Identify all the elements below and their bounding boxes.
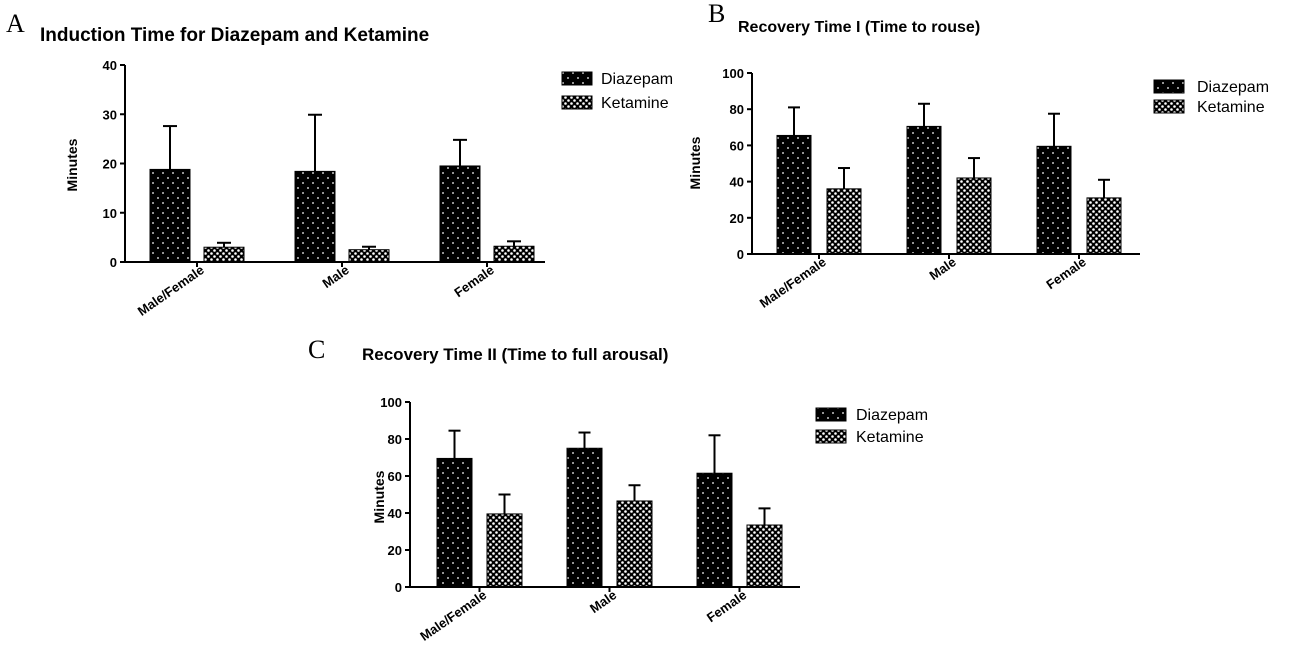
y-tick-label: 0 <box>110 255 117 270</box>
y-tick-label: 40 <box>730 175 744 190</box>
legend-swatch-ketamine <box>561 95 593 110</box>
legend-label-diazepam: Diazepam <box>856 407 928 424</box>
legend-swatch-ketamine <box>1153 99 1185 114</box>
category-label: Male <box>319 262 351 291</box>
panel-letter-a: A <box>6 9 25 38</box>
legend-label-ketamine: Ketamine <box>601 95 669 112</box>
bar-ketamine <box>956 177 992 255</box>
panel-letter-c: C <box>308 335 325 364</box>
y-tick-label: 100 <box>722 66 744 81</box>
legend-label-diazepam: Diazepam <box>1197 79 1269 96</box>
bar-diazepam <box>566 447 603 588</box>
y-axis-label: Minutes <box>687 136 703 189</box>
legend-swatch-diazepam <box>1153 79 1185 94</box>
y-tick-label: 60 <box>730 138 744 153</box>
y-tick-label: 30 <box>103 107 117 122</box>
plot-area: Male/Female Male Female 0 20 40 60 80 100 <box>722 66 1140 311</box>
category-label: Female <box>704 587 749 625</box>
bar-diazepam <box>439 165 481 263</box>
bar-diazepam <box>696 472 733 588</box>
legend: Diazepam Ketamine <box>1153 79 1269 116</box>
chart-title: Induction Time for Diazepam and Ketamine <box>40 25 429 46</box>
panel-letter-b: B <box>708 0 725 28</box>
y-axis-label: Minutes <box>64 138 80 191</box>
y-tick-label: 40 <box>103 58 117 73</box>
category-label: Male/Female <box>135 262 207 319</box>
category-label: Male/Female <box>417 587 489 644</box>
bar-diazepam <box>1036 145 1072 255</box>
bar-diazepam <box>906 125 942 255</box>
chart-title: Recovery Time II (Time to full arousal) <box>362 345 668 364</box>
legend-swatch-diazepam <box>561 71 593 86</box>
y-tick-label: 80 <box>730 102 744 117</box>
bar-ketamine <box>203 246 245 263</box>
y-tick-label: 0 <box>395 580 402 595</box>
category-label: Female <box>1043 254 1088 292</box>
panel-b: B Recovery Time I (Time to rouse) Minute… <box>687 0 1269 311</box>
legend-label-diazepam: Diazepam <box>601 71 673 88</box>
plot-area: Male/Female Male Female 0 10 20 30 40 <box>103 58 545 319</box>
y-axis-label: Minutes <box>371 470 387 523</box>
category-label: Male <box>587 587 619 616</box>
y-tick-label: 0 <box>737 247 744 262</box>
bar-diazepam <box>776 134 812 255</box>
bar-ketamine <box>746 524 783 588</box>
bar-ketamine <box>1086 197 1122 255</box>
category-label: Male <box>926 254 958 283</box>
legend: Diazepam Ketamine <box>815 407 928 446</box>
category-label: Male/Female <box>757 254 829 311</box>
bar-diazepam <box>294 170 336 263</box>
panel-c: C Recovery Time II (Time to full arousal… <box>308 335 928 644</box>
y-tick-label: 20 <box>103 157 117 172</box>
y-tick-label: 20 <box>388 543 402 558</box>
bar-ketamine <box>826 188 862 255</box>
legend-swatch-ketamine <box>815 429 847 444</box>
legend-label-ketamine: Ketamine <box>856 429 924 446</box>
bar-ketamine <box>486 513 523 588</box>
bar-ketamine <box>616 500 653 588</box>
legend: Diazepam Ketamine <box>561 71 673 112</box>
y-tick-label: 80 <box>388 432 402 447</box>
y-tick-label: 20 <box>730 211 744 226</box>
y-tick-label: 40 <box>388 506 402 521</box>
plot-area: Male/Female Male Female 0 20 40 60 80 100 <box>380 395 800 644</box>
y-tick-label: 60 <box>388 469 402 484</box>
y-tick-label: 100 <box>380 395 402 410</box>
y-tick-label: 10 <box>103 206 117 221</box>
legend-swatch-diazepam <box>815 407 847 422</box>
category-label: Female <box>451 262 496 300</box>
panel-a: A Induction Time for Diazepam and Ketami… <box>6 9 673 319</box>
bar-diazepam <box>149 168 191 263</box>
legend-label-ketamine: Ketamine <box>1197 99 1265 116</box>
chart-title: Recovery Time I (Time to rouse) <box>738 19 980 36</box>
bar-ketamine <box>348 249 390 263</box>
bar-diazepam <box>436 457 473 588</box>
bar-ketamine <box>493 245 535 263</box>
